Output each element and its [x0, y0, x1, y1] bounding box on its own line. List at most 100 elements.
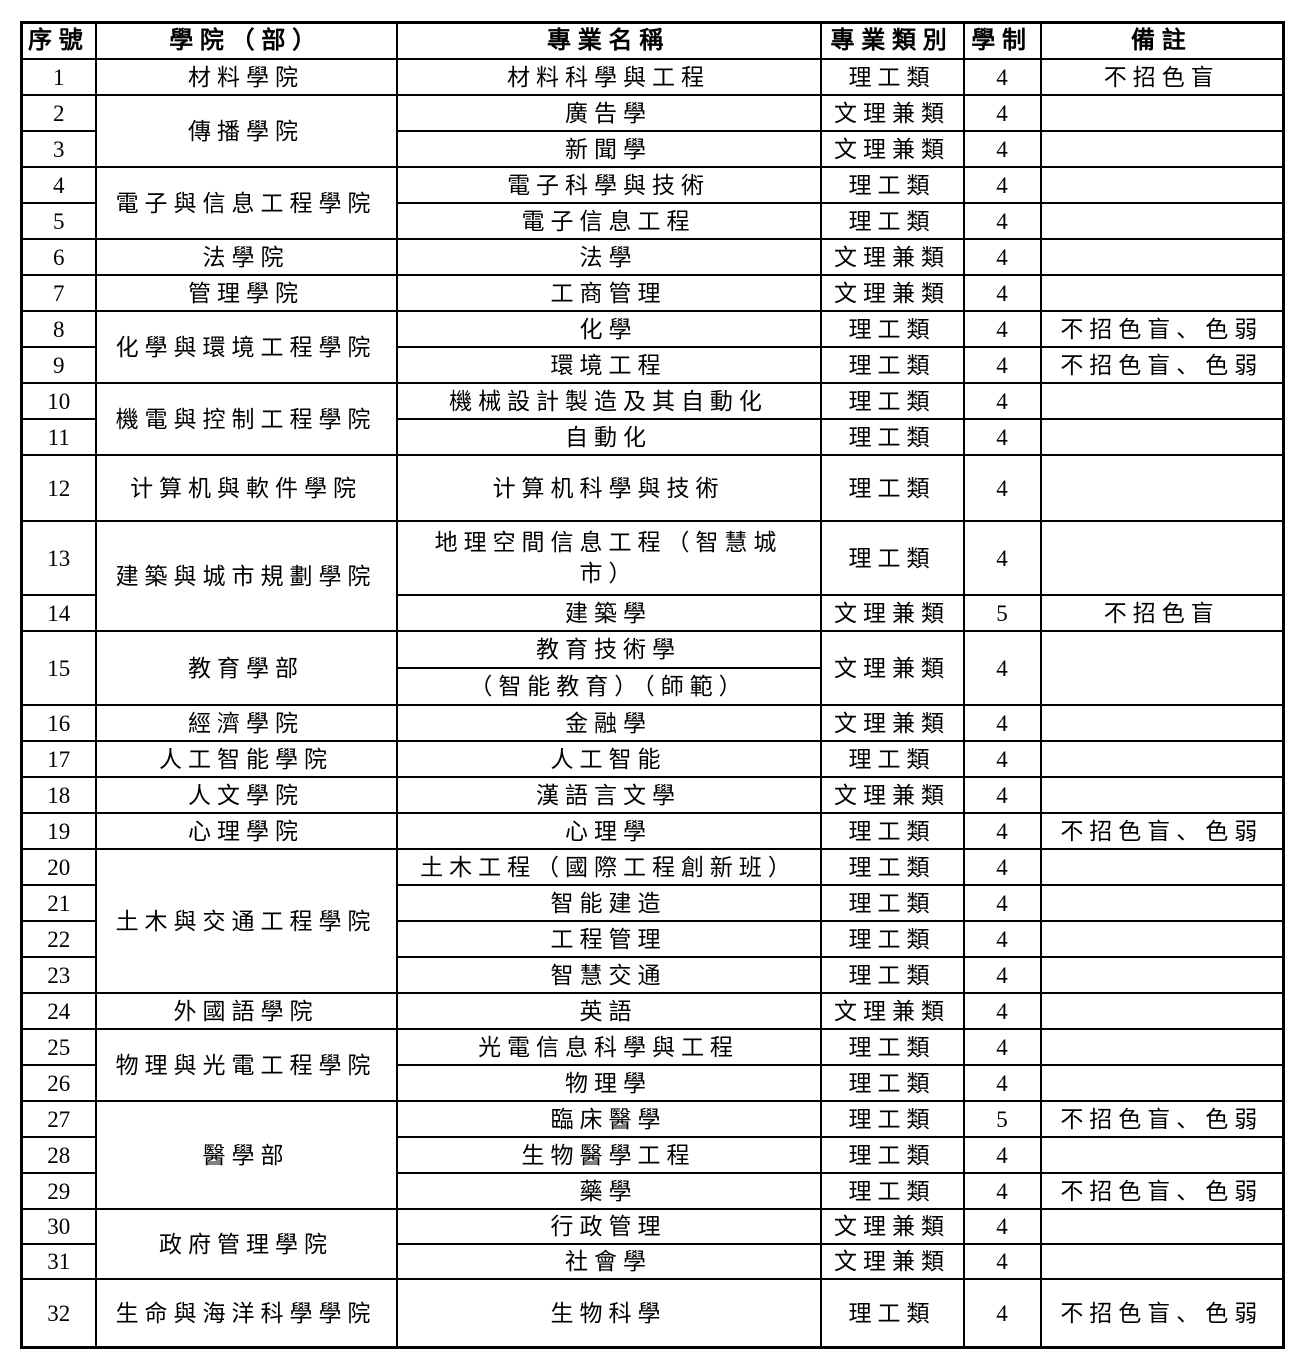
note-cell — [1039, 1208, 1285, 1246]
row-number-cell: 26 — [20, 1064, 97, 1103]
major-cell: 地理空間信息工程（智慧城 市） — [395, 520, 822, 597]
row-number-cell: 17 — [20, 740, 97, 779]
table-row: （智能教育）（師範） — [22, 667, 1284, 707]
table-row: 3 新聞學 文理兼類 4 — [20, 130, 1285, 169]
table-row: 10 機電與控制工程學院 機械設計製造及其自動化 理工類 4 — [20, 382, 1285, 457]
note-cell — [1039, 704, 1285, 743]
category-cell: 理工類 — [819, 884, 965, 923]
table-body: 1 材料學院 材料科學與工程 理工類 4 不招色盲 2 傳播學院 廣告學 文理兼類 4 3 新聞學 文理兼… — [20, 58, 1285, 1349]
years-cell: 4 — [962, 992, 1042, 1031]
note-cell — [1039, 94, 1285, 133]
row-number-cell: 6 — [20, 238, 97, 277]
major-cell: 教育技術學 — [395, 630, 822, 670]
years-cell: 4 — [962, 346, 1042, 385]
table-row: 27 醫學部 臨床醫學 理工類 5 不招色盲、色弱 — [20, 1100, 1285, 1211]
category-cell: 理工類 — [819, 1278, 965, 1349]
row-number-cell: 28 — [20, 1136, 97, 1175]
row-number-cell: 9 — [20, 346, 97, 385]
note-cell: 不招色盲 — [1039, 58, 1285, 97]
years-cell: 4 — [962, 956, 1042, 995]
college-cell: 傳播學院 — [94, 94, 398, 169]
college-cell: 經濟學院 — [94, 704, 398, 743]
table-row: 20 土木與交通工程學院 土木工程（國際工程創新班） 理工類 4 — [20, 848, 1285, 995]
major-cell: 生物科學 — [395, 1278, 822, 1349]
years-cell: 5 — [962, 594, 1042, 633]
note-cell — [1039, 848, 1285, 887]
years-cell: 4 — [962, 920, 1042, 959]
note-cell — [1039, 992, 1285, 1031]
row-number-cell: 5 — [20, 202, 97, 241]
years-cell: 4 — [962, 1243, 1042, 1281]
years-cell: 4 — [962, 130, 1042, 169]
college-cell: 人文學院 — [94, 776, 398, 815]
row-number-cell: 15 — [20, 630, 97, 707]
table-row: 6 法學院 法學 文理兼類 4 — [20, 238, 1285, 277]
table-row: 4 電子與信息工程學院 電子科學與技術 理工類 4 — [20, 166, 1285, 241]
category-cell: 理工類 — [819, 520, 965, 597]
major-cell: 物理學 — [395, 1064, 822, 1103]
category-cell: 理工類 — [819, 1028, 965, 1067]
category-cell: 理工類 — [819, 382, 965, 421]
years-cell: 4 — [962, 1208, 1042, 1246]
major-cell: 建築學 — [395, 594, 822, 633]
table-row: 5 電子信息工程 理工類 4 — [20, 202, 1285, 241]
category-cell: 理工類 — [819, 956, 965, 995]
table-row: 11 自動化 理工類 4 — [20, 418, 1285, 457]
row-number-cell: 13 — [20, 520, 97, 597]
category-cell: 理工類 — [819, 202, 965, 241]
major-cell: 漢語言文學 — [395, 776, 822, 815]
category-cell: 文理兼類 — [819, 630, 965, 707]
college-cell: 管理學院 — [94, 274, 398, 313]
row-number-cell: 21 — [20, 884, 97, 923]
row-number-cell: 27 — [20, 1100, 97, 1139]
major-cell: 土木工程（國際工程創新班） — [395, 848, 822, 887]
table-row: 29 藥學 理工類 4 不招色盲、色弱 — [20, 1172, 1285, 1211]
college-cell: 教育學部 — [94, 630, 398, 707]
years-cell: 4 — [962, 454, 1042, 523]
major-cell: 行政管理 — [395, 1208, 822, 1246]
category-cell: 理工類 — [819, 812, 965, 851]
college-cell: 外國語學院 — [94, 992, 398, 1031]
admission-majors-table: 序號 學院（部） 專業名稱 專業類別 學制 備註 1 材料學院 材料科學與工程 理工類 4 不招色盲… — [20, 21, 1285, 1349]
years-cell: 4 — [962, 704, 1042, 743]
table-row: 26 物理學 理工類 4 — [20, 1064, 1285, 1103]
table-row: 2 傳播學院 廣告學 文理兼類 4 — [20, 94, 1285, 169]
years-cell: 4 — [962, 238, 1042, 277]
note-cell — [1039, 776, 1285, 815]
years-cell: 4 — [962, 418, 1042, 457]
note-cell: 不招色盲、色弱 — [1039, 1278, 1285, 1349]
category-cell: 理工類 — [819, 58, 965, 97]
college-cell: 電子與信息工程學院 — [94, 166, 398, 241]
major-cell: 機械設計製造及其自動化 — [395, 382, 822, 421]
note-cell — [1039, 202, 1285, 241]
row-number-cell: 22 — [20, 920, 97, 959]
table-row: 21 智能建造 理工類 4 — [20, 884, 1285, 923]
row-number-cell: 8 — [20, 310, 97, 349]
note-cell — [1039, 520, 1285, 597]
note-cell — [1039, 418, 1285, 457]
row-number-cell: 16 — [20, 704, 97, 743]
note-cell: 不招色盲 — [1039, 594, 1285, 633]
column-header-note: 備註 — [1039, 21, 1285, 61]
years-cell: 4 — [962, 1028, 1042, 1067]
table-row: 24 外國語學院 英語 文理兼類 4 — [20, 992, 1285, 1031]
major-cell: 化學 — [395, 310, 822, 349]
note-cell — [1039, 274, 1285, 313]
category-cell: 理工類 — [819, 346, 965, 385]
row-number-cell: 30 — [20, 1208, 97, 1246]
years-cell: 4 — [962, 310, 1042, 349]
table-row: 18 人文學院 漢語言文學 文理兼類 4 — [20, 776, 1285, 815]
category-cell: 文理兼類 — [819, 1243, 965, 1281]
years-cell: 4 — [962, 1172, 1042, 1211]
college-cell: 生命與海洋科學學院 — [94, 1278, 398, 1349]
note-cell — [1039, 454, 1285, 523]
row-number-cell: 7 — [20, 274, 97, 313]
note-cell — [1039, 740, 1285, 779]
row-number-cell: 24 — [20, 992, 97, 1031]
major-cell: 工程管理 — [395, 920, 822, 959]
years-cell: 4 — [962, 740, 1042, 779]
major-cell: 廣告學 — [395, 94, 822, 133]
years-cell: 4 — [962, 884, 1042, 923]
college-cell: 政府管理學院 — [94, 1208, 398, 1281]
table-row: 12 计算机與軟件學院 计算机科學與技術 理工類 4 — [20, 454, 1285, 523]
